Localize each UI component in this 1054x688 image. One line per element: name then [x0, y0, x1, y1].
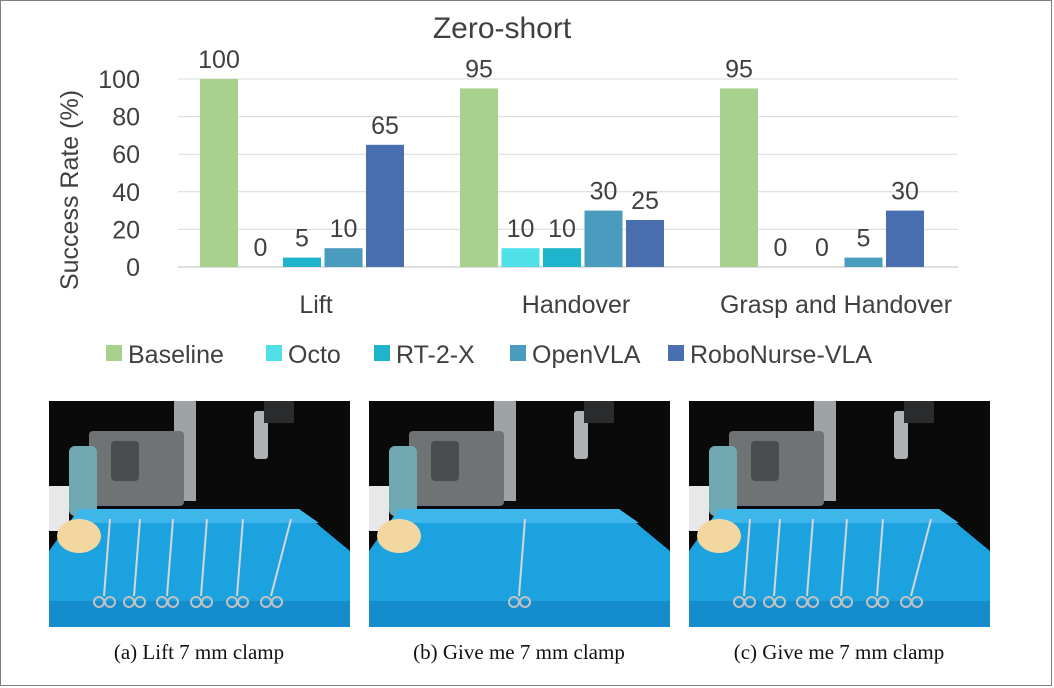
legend-item: RoboNurse-VLA [668, 341, 872, 369]
bar-rt-2-x [283, 257, 321, 267]
photo-panel-c [689, 401, 990, 627]
grid-layer [178, 78, 958, 268]
photo-panel-a [49, 401, 350, 627]
bar-openvla [324, 248, 363, 267]
clamp [743, 518, 751, 597]
y-tick-label: 20 [112, 216, 140, 244]
data-label: 0 [254, 234, 268, 262]
legend-label: RT-2-X [396, 341, 475, 369]
legend-label: Octo [288, 341, 341, 369]
legend-item: OpenVLA [510, 341, 641, 369]
data-label: 0 [774, 234, 788, 262]
clamp [103, 518, 111, 597]
data-label: 10 [507, 215, 535, 243]
clamp [910, 518, 932, 597]
legend: Baseline Octo RT-2-X OpenVLA RoboNurse-VLA [106, 341, 872, 369]
data-label: 10 [330, 215, 358, 243]
clamp [518, 518, 526, 597]
photo-panel-b [369, 401, 670, 627]
data-label: 65 [371, 112, 399, 140]
bar-baseline [720, 88, 758, 268]
clamp [773, 518, 781, 597]
legend-item: Octo [266, 341, 341, 369]
bar-rt-2-x [543, 248, 581, 267]
legend-label: RoboNurse-VLA [690, 341, 872, 369]
data-label: 95 [465, 55, 493, 83]
y-tick-label: 60 [112, 141, 140, 169]
bar-baseline [460, 88, 498, 268]
bar-openvla [844, 257, 883, 267]
data-label: 10 [548, 215, 576, 243]
robot-joint [389, 446, 417, 516]
data-label: 95 [725, 55, 753, 83]
legend-swatch [106, 345, 122, 361]
legend-item: RT-2-X [374, 341, 475, 369]
data-label: 30 [891, 178, 919, 206]
data-label: 100 [198, 46, 240, 74]
bar-openvla [584, 210, 623, 267]
surgical-drape [369, 509, 670, 627]
data-label: 25 [631, 187, 659, 215]
clamp [806, 518, 814, 597]
clamp [166, 518, 174, 597]
caption-c: (c) Give me 7 mm clamp [733, 640, 945, 664]
y-tick-label: 40 [112, 179, 140, 207]
y-tick-label: 0 [126, 254, 140, 282]
y-axis-label: Success Rate (%) [56, 90, 84, 290]
legend-item: Baseline [106, 341, 224, 369]
robot-joint [709, 446, 737, 516]
glove [697, 519, 741, 553]
category-label: Handover [522, 291, 630, 319]
legend-label: Baseline [128, 341, 224, 369]
clamp [840, 518, 848, 597]
legend-swatch [266, 345, 282, 361]
glove [377, 519, 421, 553]
chart-title: Zero-short [433, 12, 572, 45]
caption-a: (a) Lift 7 mm clamp [113, 640, 285, 664]
clamp [270, 518, 292, 597]
bar-robonurse-vla [626, 220, 664, 267]
legend-label: OpenVLA [532, 341, 641, 369]
caption-b: (b) Give me 7 mm clamp [413, 640, 625, 664]
clamp [200, 518, 208, 597]
bar-robonurse-vla [886, 210, 924, 267]
legend-swatch [510, 345, 526, 361]
clamp [876, 518, 884, 597]
category-label: Lift [299, 291, 332, 319]
clamp [236, 518, 244, 597]
bar-robonurse-vla [366, 144, 404, 267]
data-label: 30 [590, 178, 618, 206]
glove [57, 519, 101, 553]
y-tick-label: 80 [112, 104, 140, 132]
bar-baseline [200, 79, 238, 267]
data-label: 5 [295, 225, 309, 253]
bar-layer [200, 79, 924, 268]
clamp [133, 518, 141, 597]
robot-joint [69, 446, 97, 516]
data-label: 5 [857, 225, 871, 253]
legend-swatch [374, 345, 390, 361]
category-label: Grasp and Handover [720, 291, 952, 319]
legend-swatch [668, 345, 684, 361]
bar-octo [501, 248, 540, 267]
y-tick-label: 100 [98, 66, 140, 94]
data-label: 0 [815, 234, 829, 262]
